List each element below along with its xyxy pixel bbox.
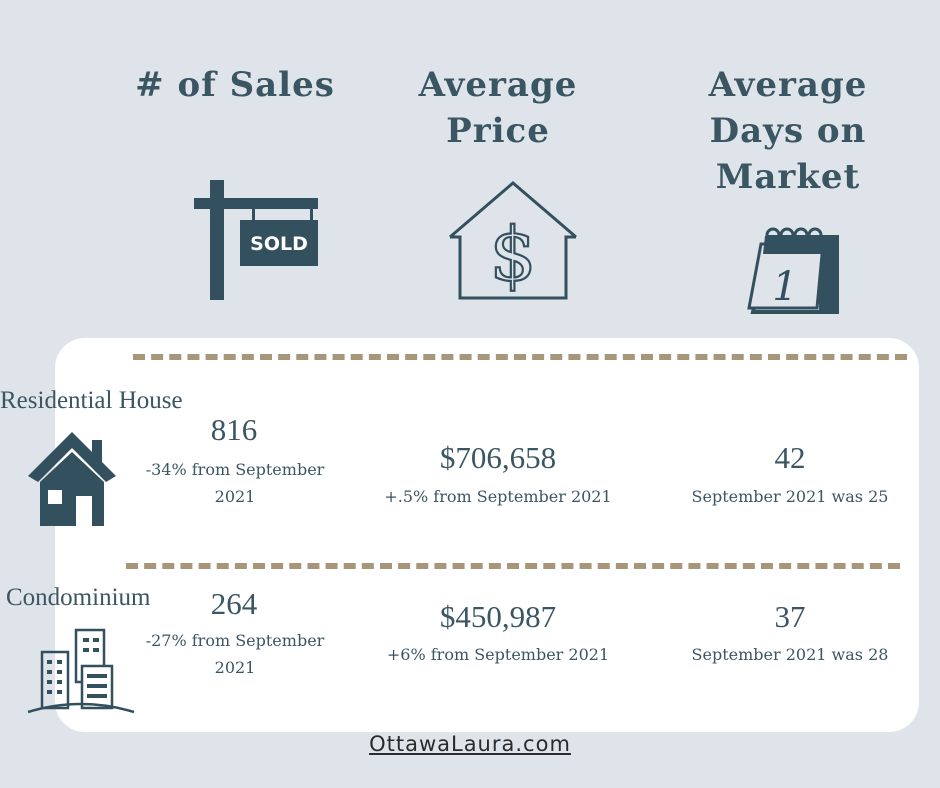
calendar-icon: 1 <box>747 227 839 314</box>
website-link[interactable]: OttawaLaura.com <box>369 732 571 756</box>
residential-price-change: +.5% from September 2021 <box>384 487 612 506</box>
dollar-house-icon: $ <box>449 181 577 300</box>
residential-days-comparison: September 2021 was 25 <box>691 487 889 506</box>
sold-sign-icon: SOLD <box>194 180 318 300</box>
sales-header: # of Sales <box>135 65 335 105</box>
condo-days-comparison: September 2021 was 28 <box>691 645 889 664</box>
row-label-condominium: Condominium <box>6 584 151 611</box>
condo-price-change: +6% from September 2021 <box>386 645 610 664</box>
condo-sales-change: -27% from September 2021 <box>145 631 325 677</box>
stats-card <box>55 338 919 732</box>
condo-days-value: 37 <box>774 599 806 634</box>
divider-top <box>133 354 907 360</box>
days-header: Average Days on Market <box>708 65 868 197</box>
calendar-day: 1 <box>772 264 797 310</box>
row-label-residential: Residential House <box>0 387 183 414</box>
house-icon <box>28 432 116 526</box>
price-header: Average Price <box>418 65 578 151</box>
condo-sales-value: 264 <box>210 586 258 621</box>
residential-price-value: $706,658 <box>439 440 557 475</box>
residential-sales-change: -34% from September 2021 <box>145 460 325 506</box>
condo-buildings-icon <box>27 628 135 714</box>
divider-middle <box>126 563 900 569</box>
svg-text:$: $ <box>489 212 536 298</box>
residential-days-value: 42 <box>774 440 806 475</box>
sold-sign-text: SOLD <box>250 233 308 255</box>
residential-sales-value: 816 <box>210 412 258 447</box>
condo-price-value: $450,987 <box>439 599 557 634</box>
